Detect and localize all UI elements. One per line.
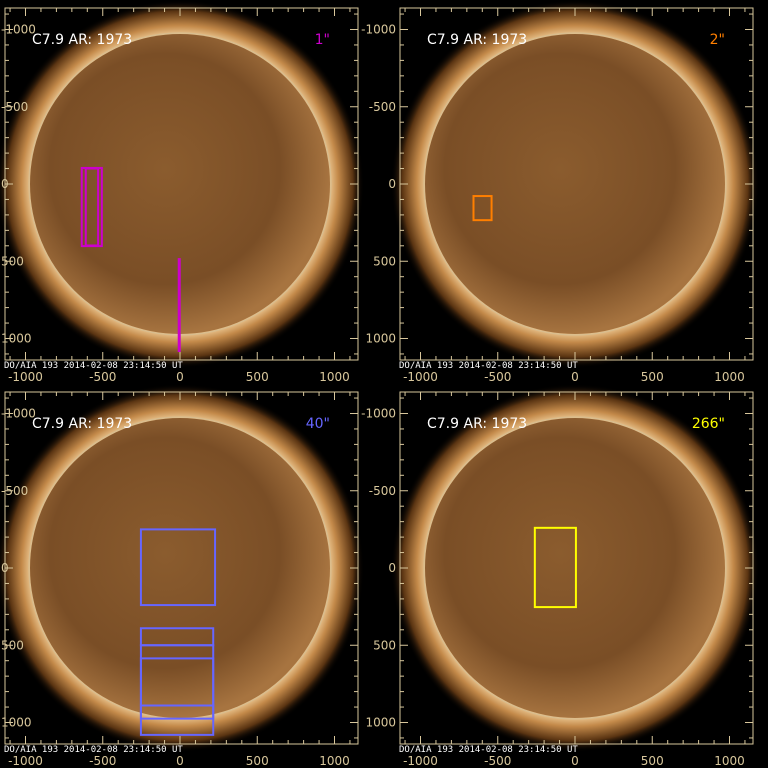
solar-disk	[30, 418, 330, 718]
solar-disk	[30, 34, 330, 334]
y-tick-label: 1000	[365, 332, 396, 346]
timestamp-label: DO/AIA 193 2014-02-08 23:14:50 UT	[399, 745, 578, 755]
panel-3: C7.9 AR: 1973 40"	[0, 384, 364, 752]
scale-label: 1"	[315, 32, 330, 48]
x-tick-label: -500	[89, 754, 116, 768]
x-tick-label: 0	[176, 754, 184, 768]
region-box	[533, 526, 577, 609]
y-tick-label: 0	[1, 561, 9, 575]
y-tick-label: 0	[388, 177, 396, 191]
panel-4: C7.9 AR: 1973 266"	[391, 384, 759, 752]
x-tick-label: 1000	[319, 754, 350, 768]
x-tick-label: 500	[641, 370, 664, 384]
y-tick-label: 0	[1, 177, 9, 191]
y-tick-label: 500	[1, 254, 24, 268]
x-tick-label: 1000	[319, 370, 350, 384]
x-tick-label: 1000	[714, 370, 745, 384]
region-box	[84, 167, 100, 247]
x-tick-label: 500	[246, 370, 269, 384]
y-tick-label: -1000	[361, 407, 396, 421]
x-tick-label: -500	[484, 370, 511, 384]
timestamp-label: DO/AIA 193 2014-02-08 23:14:50 UT	[4, 745, 183, 755]
x-tick-label: 0	[571, 754, 579, 768]
timestamp-label: DO/AIA 193 2014-02-08 23:14:50 UT	[4, 361, 183, 371]
event-title: C7.9 AR: 1973	[32, 32, 132, 48]
x-tick-label: -1000	[403, 754, 438, 768]
scale-label: 40"	[306, 416, 330, 432]
x-tick-label: 500	[641, 754, 664, 768]
limb	[423, 32, 727, 336]
region-box	[472, 195, 493, 222]
y-tick-label: -1000	[361, 23, 396, 37]
y-tick-label: 1000	[1, 716, 32, 730]
x-tick-label: 0	[176, 370, 184, 384]
region-box	[139, 644, 215, 720]
y-tick-label: -500	[1, 100, 28, 114]
x-tick-label: 500	[246, 754, 269, 768]
panel-1: C7.9 AR: 1973 1"	[0, 0, 364, 368]
x-tick-label: -1000	[8, 370, 43, 384]
limb	[423, 416, 727, 720]
y-tick-label: -1000	[1, 407, 36, 421]
timestamp-label: DO/AIA 193 2014-02-08 23:14:50 UT	[399, 361, 578, 371]
x-tick-label: -500	[89, 370, 116, 384]
y-tick-label: -500	[369, 100, 396, 114]
y-tick-label: 500	[373, 254, 396, 268]
event-title: C7.9 AR: 1973	[427, 32, 527, 48]
event-title: C7.9 AR: 1973	[427, 416, 527, 432]
scale-label: 2"	[710, 32, 725, 48]
x-tick-label: -1000	[403, 370, 438, 384]
y-tick-label: -1000	[1, 23, 36, 37]
scale-label: 266"	[692, 416, 725, 432]
y-tick-label: -500	[1, 484, 28, 498]
y-tick-label: 1000	[1, 332, 32, 346]
y-tick-label: -500	[369, 484, 396, 498]
x-tick-label: -1000	[8, 754, 43, 768]
x-tick-label: 0	[571, 370, 579, 384]
y-tick-label: 500	[1, 638, 24, 652]
panel-2: C7.9 AR: 1973 2"	[391, 0, 759, 368]
y-tick-label: 0	[388, 561, 396, 575]
event-title: C7.9 AR: 1973	[32, 416, 132, 432]
x-tick-label: -500	[484, 754, 511, 768]
region-box	[139, 704, 215, 736]
y-tick-label: 1000	[365, 716, 396, 730]
solar-disk	[425, 34, 725, 334]
x-tick-label: 1000	[714, 754, 745, 768]
region-box	[139, 528, 217, 607]
y-tick-label: 500	[373, 638, 396, 652]
